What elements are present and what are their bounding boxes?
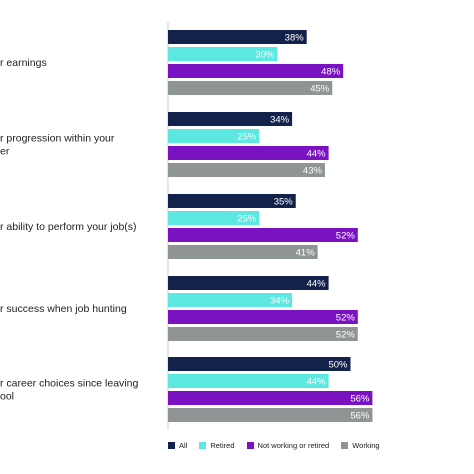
bar	[168, 245, 318, 259]
category-label: r career choices since leaving	[0, 378, 138, 390]
category-label: ool	[0, 391, 14, 403]
bar	[168, 374, 329, 388]
legend-label-working: Working	[352, 441, 380, 450]
bar-value-label: 44%	[307, 279, 327, 290]
bar-value-label: 34%	[270, 115, 290, 126]
bar	[168, 47, 278, 61]
bar-value-label: 44%	[307, 149, 327, 160]
bar	[168, 129, 260, 143]
bar	[168, 112, 293, 126]
legend-label-retired: Retired	[210, 441, 235, 450]
bar-value-label: 52%	[336, 231, 356, 242]
legend-swatch-working	[341, 442, 349, 449]
bar	[168, 391, 373, 405]
bar-value-label: 38%	[285, 33, 305, 44]
bar	[168, 146, 329, 160]
bar	[168, 163, 325, 177]
bar-value-label: 30%	[255, 50, 275, 61]
legend-swatch-retired	[199, 442, 207, 449]
bar-value-label: 44%	[307, 377, 327, 388]
category-label: r earnings	[0, 57, 47, 69]
bar	[168, 211, 260, 225]
bar-value-label: 56%	[350, 411, 370, 422]
legend-label-not-working: Not working or retired	[257, 441, 330, 450]
legend-item-not-working: Not working or retired	[246, 441, 330, 450]
bar	[168, 30, 307, 44]
legend-label-all: All	[179, 441, 188, 450]
category-label: r ability to perform your job(s)	[0, 221, 137, 233]
bar-value-label: 52%	[336, 330, 356, 341]
bar	[168, 357, 351, 371]
legend: All Retired Not working or retired Worki…	[168, 441, 380, 450]
bar-value-label: 45%	[310, 84, 330, 95]
bar	[168, 327, 358, 341]
bar-value-label: 25%	[237, 214, 257, 225]
bar-value-label: 52%	[336, 313, 356, 324]
bar	[168, 81, 333, 95]
legend-swatch-not-working	[246, 442, 254, 449]
bar	[168, 408, 373, 422]
bar	[168, 310, 358, 324]
bar	[168, 276, 329, 290]
category-label: r success when job hunting	[0, 303, 127, 315]
legend-item-working: Working	[341, 441, 380, 450]
category-label: r progression within your	[0, 133, 115, 145]
legend-swatch-all	[168, 442, 175, 449]
bar-value-label: 35%	[274, 197, 294, 208]
bar	[168, 64, 344, 78]
bar-value-label: 50%	[328, 360, 348, 371]
bar	[168, 194, 296, 208]
bar-value-label: 25%	[237, 132, 257, 143]
bar-value-label: 56%	[350, 394, 370, 405]
category-label: er	[0, 146, 10, 158]
bar-value-label: 48%	[321, 67, 341, 78]
bar	[168, 228, 358, 242]
bar-value-label: 43%	[303, 166, 323, 177]
bar-value-label: 41%	[296, 248, 316, 259]
legend-item-all: All	[168, 441, 187, 450]
bar	[168, 293, 293, 307]
legend-item-retired: Retired	[199, 441, 235, 450]
bar-value-label: 34%	[270, 296, 290, 307]
